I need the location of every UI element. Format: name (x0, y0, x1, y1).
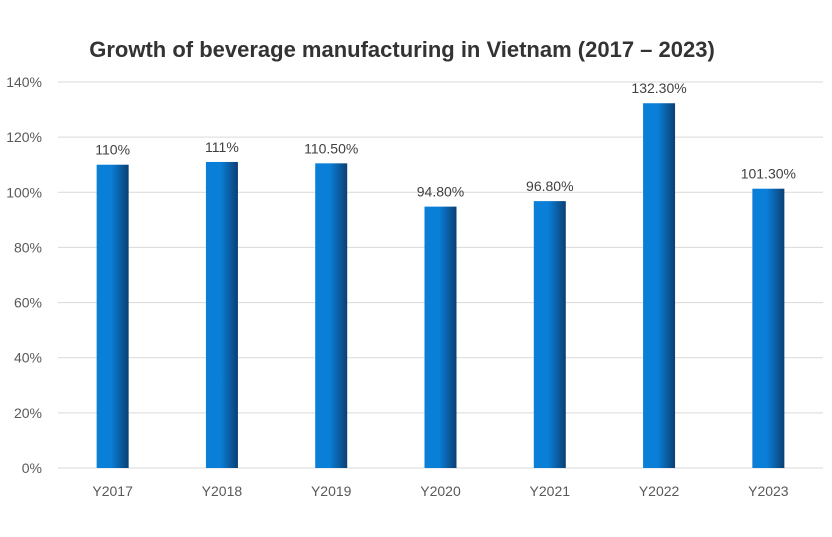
y-tick-label: 20% (14, 405, 42, 421)
data-label-y2018: 111% (205, 139, 239, 155)
bar-y2019 (315, 163, 348, 469)
data-label-y2020: 94.80% (417, 184, 464, 200)
y-tick-label: 60% (14, 295, 42, 311)
chart-title: Growth of beverage manufacturing in Viet… (89, 37, 715, 62)
x-tick-label-y2019: Y2019 (311, 483, 352, 499)
x-axis-category-labels: Y2017 Y2018 Y2019 Y2020 Y2021 Y2022 Y2023 (92, 483, 788, 499)
y-axis-tick-labels: 0% 20% 40% 60% 80% 100% 120% 140% (6, 74, 42, 476)
bar-y2023 (752, 188, 785, 469)
data-labels: 110% 111% 110.50% 94.80% 96.80% 132.30% 101.30… (95, 80, 796, 199)
y-tick-label: 100% (6, 184, 42, 200)
data-label-y2022: 132.30% (631, 80, 686, 96)
y-tick-label: 80% (14, 239, 42, 255)
y-tick-label: 0% (22, 460, 42, 476)
data-label-y2023: 101.30% (741, 166, 796, 182)
data-label-y2017: 110% (95, 142, 130, 158)
bar-y2022 (643, 103, 676, 468)
y-tick-label: 120% (6, 129, 42, 145)
bar-y2021 (533, 201, 566, 468)
x-tick-label-y2023: Y2023 (748, 483, 789, 499)
data-label-y2019: 110.50% (304, 140, 358, 156)
bar-y2018 (205, 161, 238, 468)
bars (96, 103, 785, 469)
x-tick-label-y2020: Y2020 (420, 483, 461, 499)
x-tick-label-y2017: Y2017 (92, 483, 133, 499)
y-tick-label: 40% (14, 350, 42, 366)
x-tick-label-y2018: Y2018 (202, 483, 243, 499)
bar-y2020 (424, 206, 457, 468)
x-tick-label-y2022: Y2022 (639, 483, 680, 499)
x-tick-label-y2021: Y2021 (530, 483, 571, 499)
y-tick-label: 140% (6, 74, 42, 90)
data-label-y2021: 96.80% (526, 178, 573, 194)
bar-y2017 (96, 164, 129, 468)
